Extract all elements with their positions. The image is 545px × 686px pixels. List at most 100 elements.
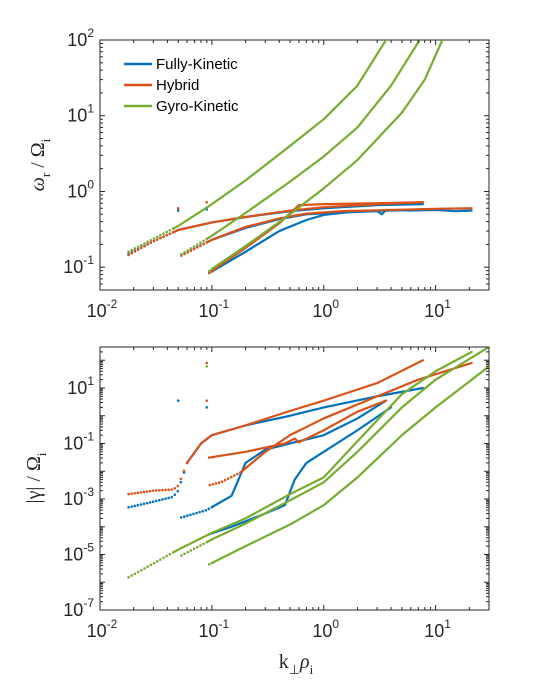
growth-data-point — [130, 574, 134, 577]
growth-data-point — [148, 489, 152, 493]
growth-y-tick-label: 10-3 — [63, 485, 94, 509]
growth-x-label-main: k — [279, 651, 289, 673]
growth-series-gyro-kinetic — [127, 350, 473, 579]
growth-data-point — [223, 478, 227, 482]
growth-data-point — [158, 488, 161, 492]
growth-series-gyro-kinetic — [176, 347, 489, 557]
frequency-y-label-sub2: i — [38, 138, 53, 142]
growth-data-point — [199, 544, 202, 547]
growth-data-point — [148, 501, 152, 504]
growth-data-point — [142, 502, 146, 506]
growth-data-point — [170, 488, 173, 491]
growth-data-point — [151, 489, 155, 492]
growth-data-point — [202, 542, 205, 546]
growth-data-point — [165, 554, 169, 558]
frequency-y-label-main: ω — [27, 177, 49, 191]
frequency-data-point — [149, 241, 153, 244]
growth-series-gyro-kinetic — [205, 365, 489, 566]
growth-y-tick-label: 10-1 — [63, 429, 94, 453]
frequency-data-point — [152, 239, 156, 243]
frequency-data-point — [165, 230, 169, 234]
frequency-data-point — [136, 248, 140, 252]
frequency-data-point — [130, 248, 134, 252]
frequency-data-point — [133, 250, 137, 253]
frequency-series-layer — [127, 40, 473, 275]
frequency-y-tick-label: 102 — [67, 26, 94, 50]
growth-data-point — [136, 491, 140, 495]
frequency-series-gyro-kinetic — [176, 40, 421, 256]
frequency-y-label-sep: / Ω — [27, 142, 49, 172]
growth-data-point — [208, 456, 211, 459]
frequency-x-tick-label: 100 — [312, 297, 339, 321]
frequency-x-tick-label: 10-1 — [199, 297, 230, 321]
frequency-data-point — [149, 238, 153, 242]
frequency-data-point — [159, 233, 162, 237]
growth-x-tick-label: 101 — [424, 617, 451, 641]
growth-data-point — [179, 477, 183, 481]
legend-label: Fully-Kinetic — [156, 56, 238, 73]
frequency-data-point — [176, 209, 180, 212]
growth-data-point — [133, 491, 137, 495]
frequency-data-point — [202, 239, 205, 243]
growth-data-point — [130, 492, 133, 495]
frequency-data-point — [155, 235, 159, 239]
growth-data-point — [233, 474, 236, 477]
growth-data-point — [133, 504, 137, 508]
frequency-data-point — [199, 241, 202, 245]
frequency-data-point — [162, 232, 165, 235]
frequency-data-point — [168, 229, 172, 232]
growth-data-point — [204, 509, 208, 512]
growth-data-point — [195, 511, 198, 515]
frequency-data-point — [195, 246, 199, 249]
growth-x-label-sub1: ⊥ — [289, 662, 300, 677]
growth-data-point — [168, 552, 172, 556]
frequency-data-point — [192, 247, 196, 251]
growth-data-point — [139, 491, 143, 494]
growth-data-point — [186, 550, 190, 554]
growth-y-tick-label: 10-7 — [63, 596, 94, 620]
growth-series-line — [171, 350, 473, 554]
growth-data-point — [217, 481, 221, 485]
growth-series-hybrid — [127, 359, 425, 496]
growth-y-tick-label: 101 — [67, 374, 94, 398]
growth-data-point — [189, 549, 193, 552]
growth-data-point — [145, 501, 149, 505]
frequency-series-line — [210, 40, 444, 271]
growth-data-point — [154, 489, 158, 492]
growth-data-point — [179, 516, 183, 519]
frequency-data-point — [162, 235, 165, 238]
growth-x-tick-label: 10-2 — [87, 617, 118, 641]
frequency-data-point — [202, 242, 205, 246]
frequency-data-point — [146, 243, 149, 246]
growth-y-tick-label: 10-5 — [63, 540, 94, 564]
growth-data-point — [229, 475, 233, 479]
frequency-data-point — [189, 247, 193, 250]
growth-data-point — [158, 498, 161, 502]
growth-data-point — [179, 480, 183, 484]
frequency-data-point — [168, 232, 172, 236]
frequency-data-point — [186, 249, 190, 252]
frequency-data-point — [127, 250, 130, 254]
growth-data-point — [186, 514, 189, 518]
frequency-y-tick-label: 10-1 — [63, 253, 94, 277]
legend: Fully-Kinetic Hybrid Gyro-Kinetic — [124, 56, 239, 115]
frequency-series-line — [205, 40, 421, 240]
growth-series-fully-kinetic — [176, 399, 388, 519]
growth-data-point — [195, 545, 199, 549]
frequency-data-point — [180, 252, 183, 256]
growth-series-line — [210, 399, 388, 459]
growth-data-point — [152, 561, 156, 565]
growth-data-point — [214, 482, 218, 485]
growth-data-point — [205, 365, 209, 368]
frequency-series-hybrid — [127, 201, 425, 257]
growth-data-point — [167, 496, 170, 500]
frequency-series-line — [171, 40, 388, 230]
frequency-y-axis-label: ωr / Ωi — [27, 138, 53, 191]
frequency-x-tick-label: 10-2 — [87, 297, 118, 321]
growth-data-point — [136, 570, 140, 574]
frequency-series-line — [205, 207, 473, 244]
frequency-ticks: 10-2 10-1 100 101 10-1 100 101 102 — [63, 26, 490, 321]
frequency-data-point — [192, 245, 196, 248]
growth-data-point — [183, 552, 186, 556]
growth-data-point — [145, 490, 149, 493]
